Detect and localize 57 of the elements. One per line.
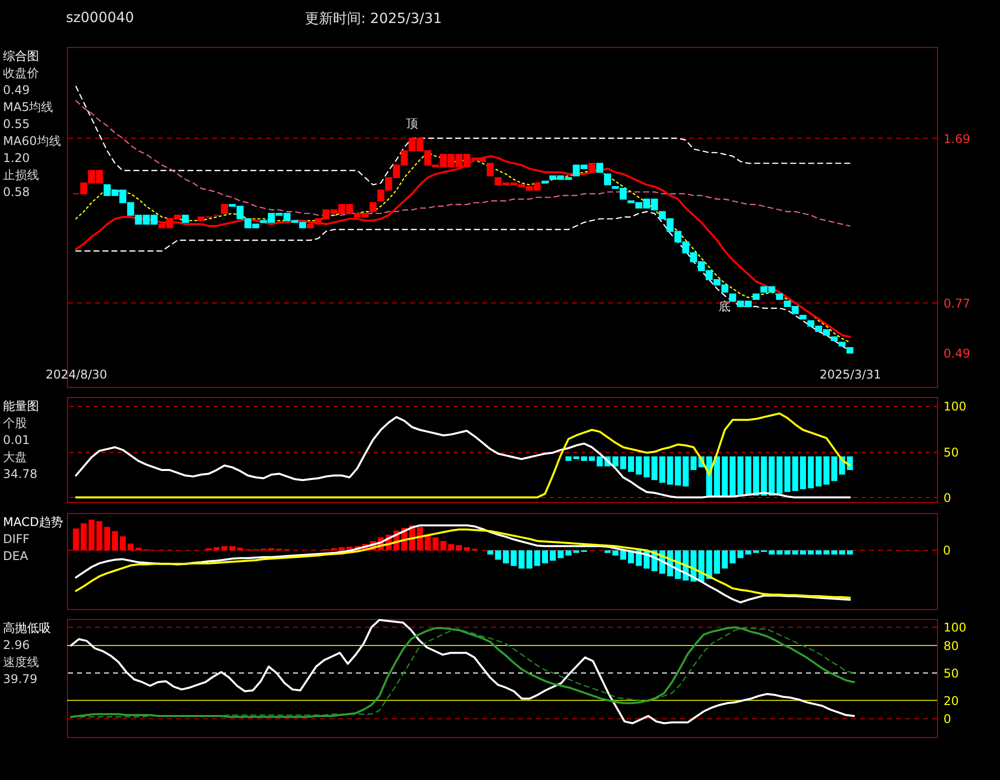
y-tick-label: 50 [944,666,959,680]
line-series [75,100,851,227]
text: 止损线 [3,168,39,182]
y-tick-label: 0.77 [944,296,970,310]
chart-subtitle: sz000040 [66,10,134,26]
text: 0.01 [3,433,30,447]
bar [221,546,228,550]
text: 收盘价 [3,66,39,80]
text: 0.49 [3,83,30,97]
bar [604,550,611,553]
text: DEA [3,549,29,563]
text: MA60均线 [3,134,61,148]
text: 速度线 [3,655,39,669]
bar [714,550,720,574]
bar [112,531,118,550]
candlestick [486,162,494,176]
bar [846,550,853,554]
y-tick-label: 0.49 [944,346,970,360]
chart-title: 能量图 [3,399,39,413]
bar [800,550,806,554]
bar [565,550,572,556]
text: 39.79 [3,672,38,686]
bar [88,520,95,550]
y-tick-label: 1.69 [944,132,970,146]
line-series [75,86,851,186]
y-tick-label: 100 [944,400,966,414]
text: MA5均线 [3,100,54,114]
x-tick-label: 2025/3/31 [820,368,882,382]
chart-title: MACD趋势 [3,515,63,529]
y-tick-label: 20 [944,694,959,708]
annotation: 底 [718,299,730,314]
text: 大盘 [3,450,27,464]
candlestick [604,174,612,186]
text: DIFF [3,532,30,546]
text: 0.58 [3,185,30,199]
bar [456,545,462,550]
text: 1.20 [3,151,30,165]
text: 个股 [3,416,27,430]
text: 0.55 [3,117,30,131]
y-tick-label: 100 [944,620,966,635]
bar [518,550,525,569]
bar [823,550,830,554]
chart-title: 高抛低吸 [3,621,51,635]
bar [542,550,548,564]
text: 更新时间: 2025/3/31 [305,10,442,28]
bar [737,550,744,558]
y-tick-label: 80 [944,639,959,654]
bar [432,537,439,550]
y-tick-label: 0 [944,490,952,505]
y-tick-label: 50 [944,445,959,460]
text: 34.78 [3,467,38,481]
y-tick-label: 0 [944,712,952,726]
text: 2.96 [3,638,30,652]
bar [135,548,142,550]
bar [776,550,783,554]
annotation: 顶 [406,116,418,130]
chart-title: 综合图 [3,49,39,63]
